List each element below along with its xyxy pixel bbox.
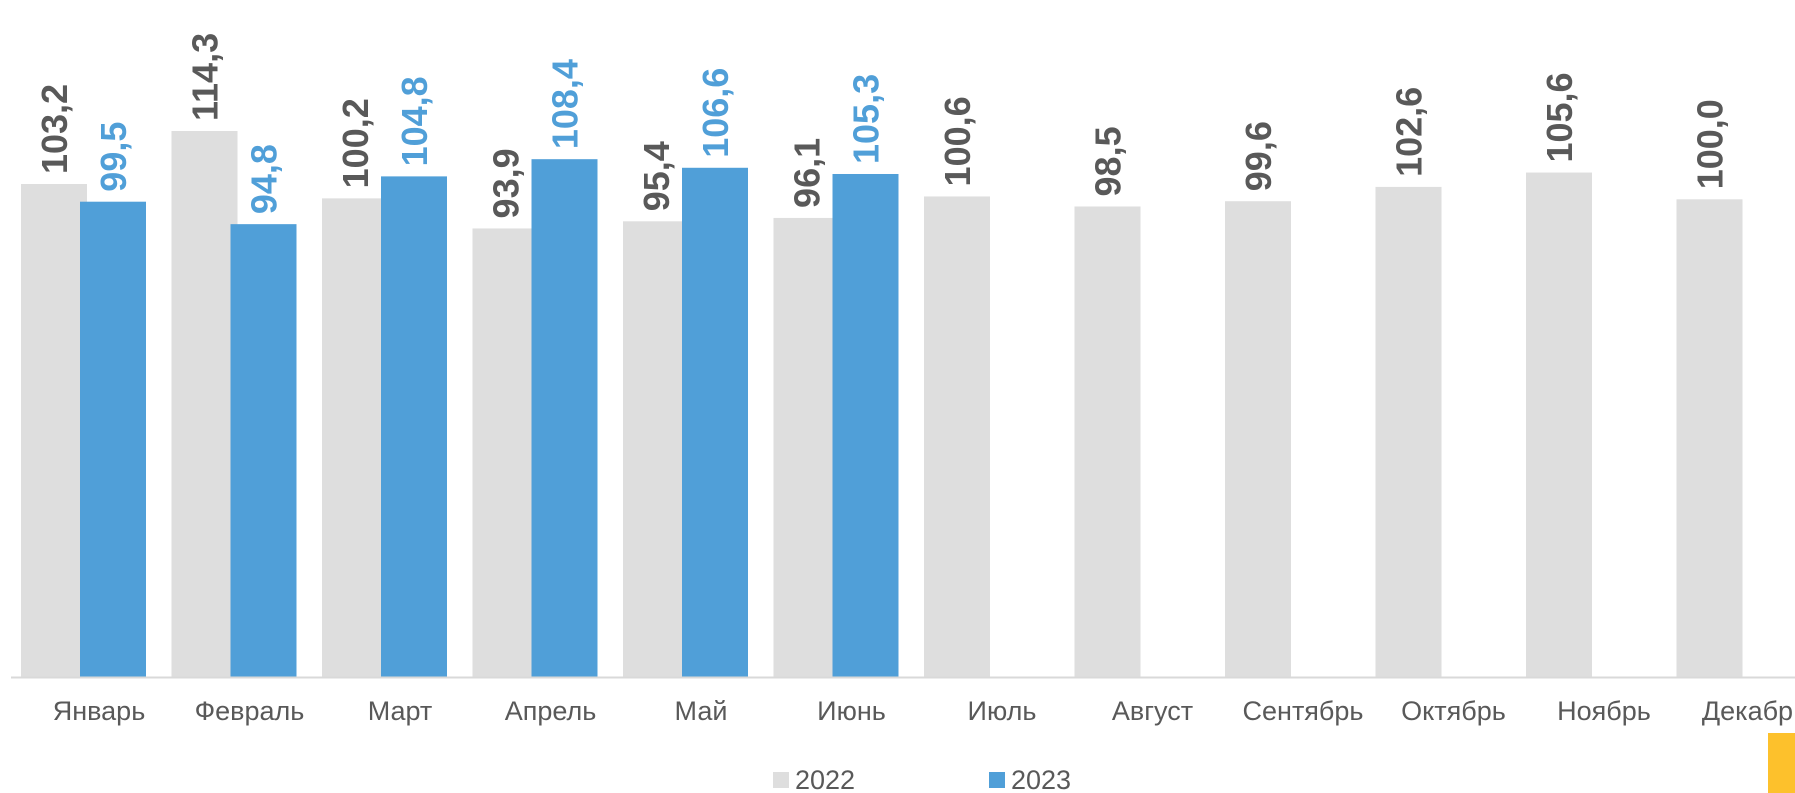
data-label-2022-5: 95,4 [636,141,677,211]
data-label-2023-6: 105,3 [846,74,887,164]
bar-2023-3 [381,176,447,677]
bar-2023-1 [80,201,146,677]
data-label-2022-2: 114,3 [185,33,226,121]
legend-label-2023: 2023 [1011,765,1071,793]
legend-swatch-2022 [773,772,789,788]
data-label-2023-3: 104,8 [394,76,435,166]
bar-2022-7 [924,196,990,677]
bar-2022-5 [623,221,689,678]
bar-2023-2 [230,224,297,678]
data-label-2023-5: 106,6 [695,68,736,158]
bar-2022-6 [773,217,840,677]
bar-2022-9 [1225,201,1291,678]
x-tick-label-2: Февраль [195,696,305,726]
data-label-2022-4: 93,9 [486,148,527,218]
data-label-2022-8: 98,5 [1088,126,1129,196]
bar-2022-3 [322,198,388,678]
bar-2023-6 [832,173,899,677]
bar-2022-4 [472,228,539,677]
x-tick-label-8: Август [1112,696,1193,726]
x-tick-label-11: Ноябрь [1557,696,1651,726]
bar-2022-8 [1074,206,1141,677]
data-label-2022-6: 96,1 [787,138,828,208]
x-tick-label-1: Январь [53,696,146,726]
data-label-2022-7: 100,6 [937,96,978,186]
data-label-2022-1: 103,2 [34,84,75,174]
bar-2022-2 [171,131,238,677]
corner-accent [1768,733,1795,793]
bar-2022-12 [1676,199,1743,678]
data-label-2022-11: 105,6 [1539,72,1580,162]
data-label-2022-3: 100,2 [335,98,376,188]
data-label-2023-4: 108,4 [545,59,586,149]
x-tick-label-7: Июль [968,696,1037,726]
x-tick-label-4: Апрель [505,696,597,726]
x-tick-label-10: Октябрь [1401,696,1506,726]
bar-2023-5 [682,167,748,677]
data-label-2022-9: 99,6 [1238,121,1279,191]
legend-label-2022: 2022 [795,765,855,793]
data-label-2022-12: 100,0 [1690,99,1731,189]
bar-2023-4 [531,159,598,678]
x-tick-label-3: Март [368,696,433,726]
data-label-2023-2: 94,8 [244,144,285,214]
x-tick-label-6: Июнь [817,696,886,726]
legend-swatch-2023 [989,772,1005,788]
x-tick-label-5: Май [675,696,728,726]
data-label-2023-1: 99,5 [93,122,134,192]
bar-2022-1 [21,184,87,677]
data-label-2022-10: 102,6 [1389,87,1430,177]
bar-2022-11 [1526,172,1592,677]
bar-2022-10 [1375,186,1442,677]
x-tick-label-9: Сентябрь [1243,696,1364,726]
x-tick-label-12: Декабрь [1702,696,1795,726]
